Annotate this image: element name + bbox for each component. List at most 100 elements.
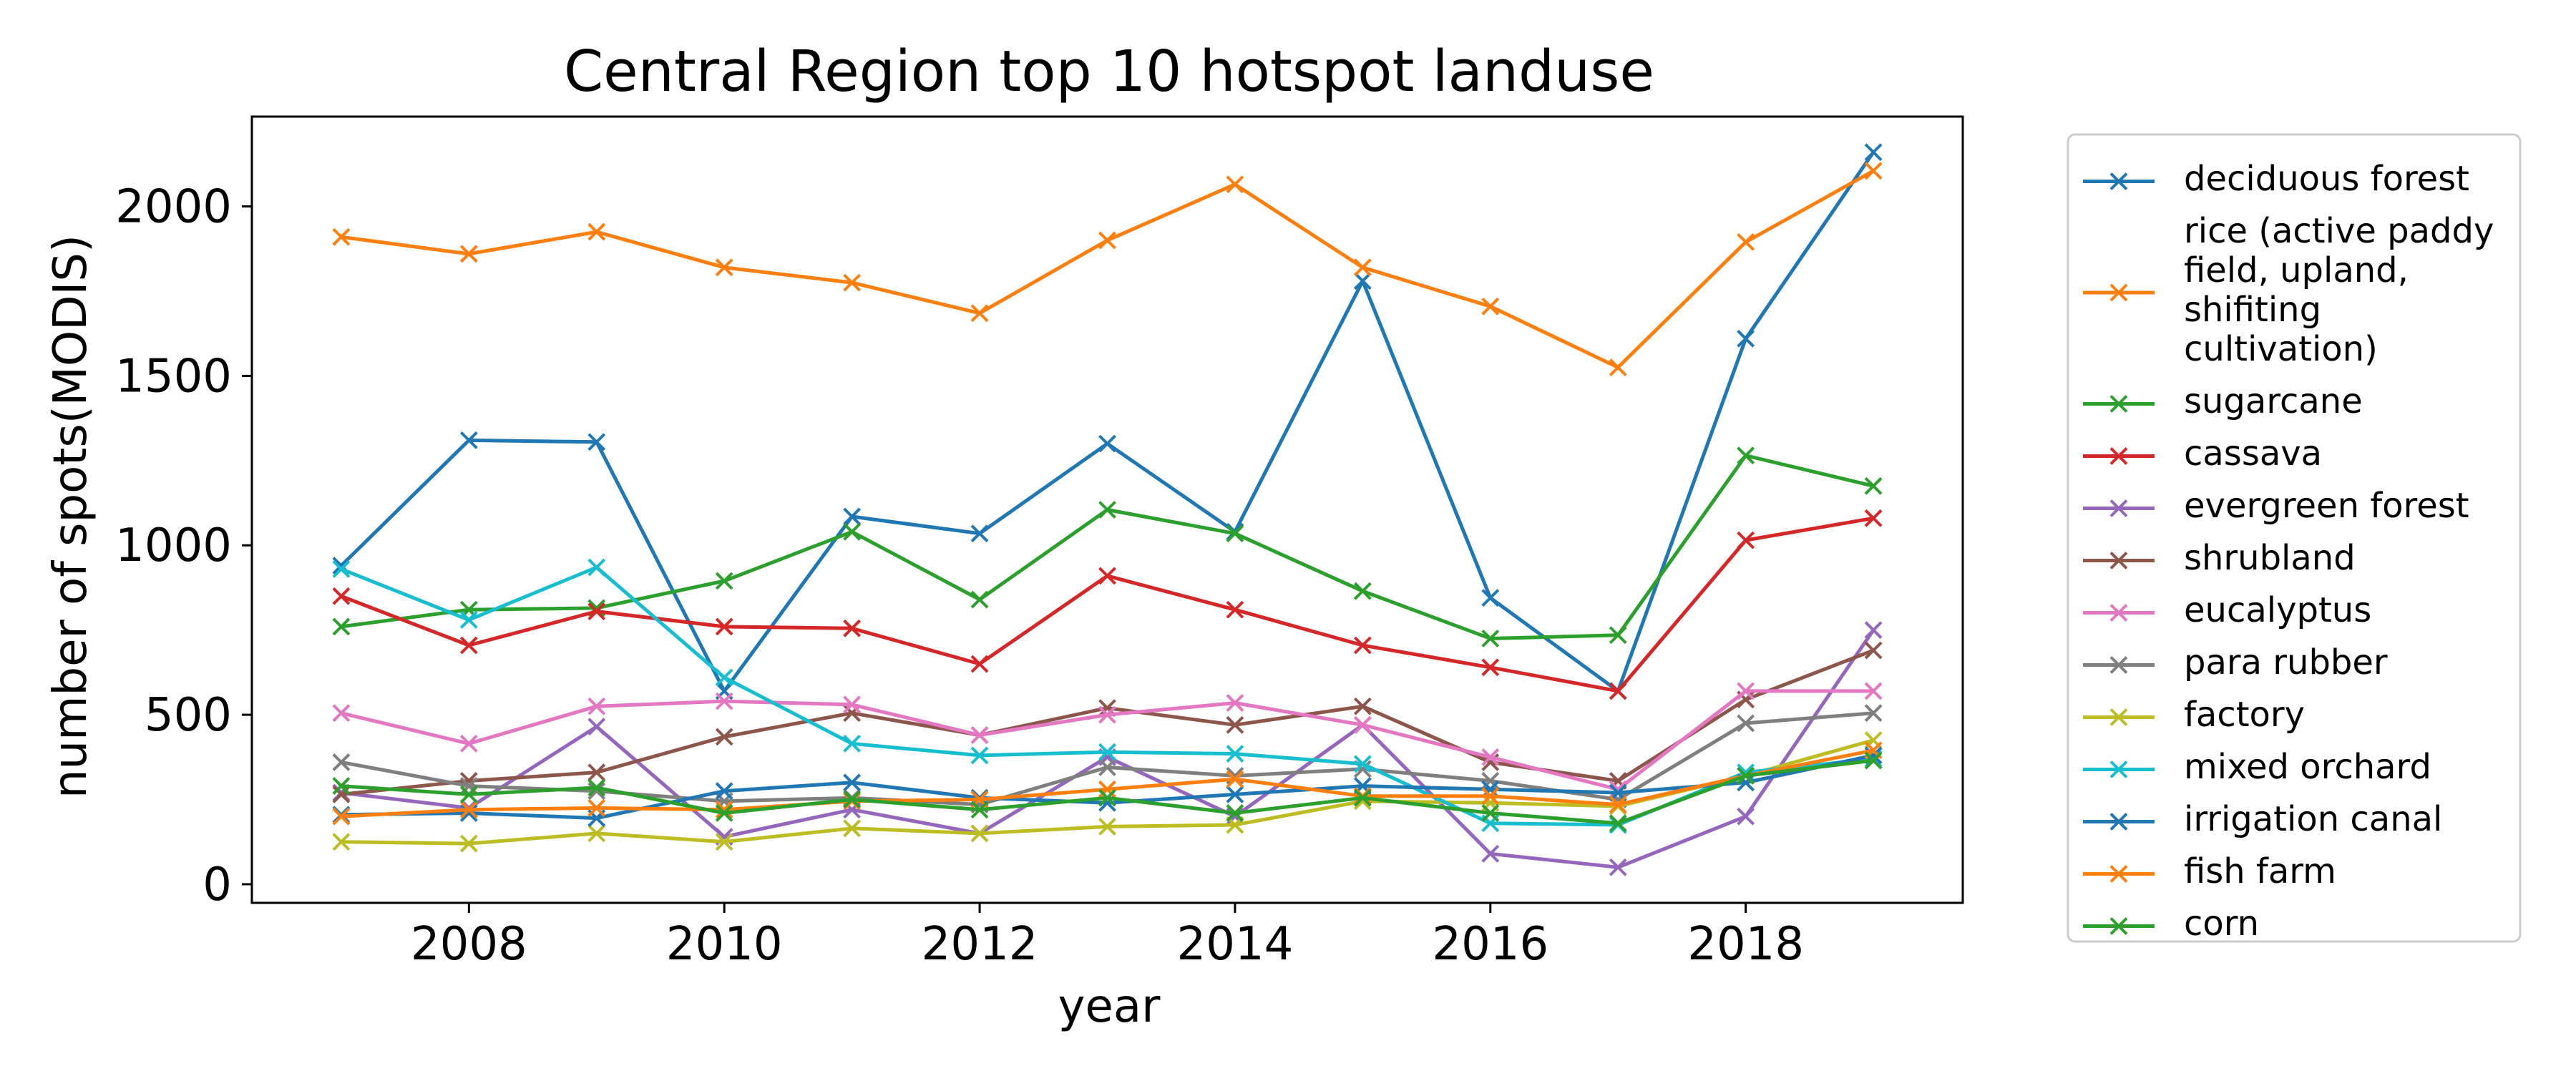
data-point-marker: [715, 692, 733, 710]
data-point-marker: [970, 824, 989, 843]
series-3: [332, 509, 1883, 700]
data-point-marker: [1481, 787, 1500, 806]
legend-label: para rubber: [2184, 642, 2388, 683]
x-tick-label: 2008: [411, 918, 527, 971]
data-point-marker: [332, 587, 351, 605]
legend-entry-0: deciduous forest: [2083, 159, 2469, 199]
data-point-marker: [715, 728, 733, 746]
data-point-marker: [332, 704, 351, 723]
legend-label-line: corn: [2184, 904, 2259, 944]
data-point-marker: [715, 801, 733, 819]
legend-swatch-marker: [2109, 917, 2128, 935]
data-point-marker: [1864, 641, 1883, 660]
data-point-marker: [1609, 626, 1627, 645]
axes-frame: [250, 115, 1964, 904]
legend-label: sugarcane: [2184, 381, 2363, 421]
data-point-marker: [587, 558, 606, 577]
data-point-marker: [332, 753, 351, 771]
legend-box: [2067, 133, 2522, 943]
series-2: [332, 446, 1883, 647]
data-point-marker: [1864, 682, 1883, 700]
data-point-marker: [332, 617, 351, 636]
data-point-marker: [843, 819, 862, 838]
plot-area: [332, 143, 1883, 876]
data-point-marker: [843, 695, 862, 714]
legend-label-line: field, upland,: [2184, 250, 2409, 290]
data-point-marker: [715, 804, 733, 822]
legend-label: mixed orchard: [2184, 747, 2431, 787]
data-point-marker: [459, 431, 478, 449]
data-point-marker: [587, 222, 606, 241]
legend-entry-9: mixed orchard: [2083, 747, 2431, 787]
legend-swatch-marker: [2109, 395, 2128, 413]
data-point-marker: [587, 782, 606, 801]
y-tick-label: 1500: [115, 350, 232, 403]
series-line: [339, 628, 1875, 869]
data-point-marker: [1226, 694, 1244, 712]
legend-label-line: cassava: [2184, 434, 2322, 474]
legend-label-line: irrigation canal: [2184, 799, 2442, 839]
legend-label-line: sugarcane: [2184, 381, 2363, 421]
data-point-marker: [843, 791, 862, 808]
data-point-marker: [1353, 636, 1372, 655]
legend-label: eucalyptus: [2184, 590, 2371, 630]
data-point-marker: [1226, 770, 1244, 788]
chart-title: Central Region top 10 hotspot landuse: [564, 39, 1654, 104]
data-point-marker: [587, 798, 606, 817]
series-line: [339, 648, 1875, 796]
data-point-marker: [332, 228, 351, 246]
y-tick-label: 1000: [115, 519, 232, 572]
data-point-marker: [843, 773, 862, 792]
axes: 2008 2010 2012 2014 2016 2018 0 500 1000 1500 2000: [115, 115, 1964, 971]
data-point-marker: [1737, 682, 1755, 700]
data-point-marker: [970, 726, 989, 744]
data-point-marker: [1864, 476, 1883, 495]
data-point-marker: [332, 807, 351, 826]
data-point-marker: [1481, 297, 1500, 316]
legend-label-line: para rubber: [2184, 642, 2388, 683]
data-point-marker: [843, 734, 862, 753]
legend-label-line: evergreen forest: [2184, 486, 2469, 526]
data-point-marker: [1481, 748, 1500, 766]
x-tick-label: 2016: [1432, 918, 1548, 971]
data-point-marker: [1353, 582, 1372, 600]
legend-label: fish farm: [2184, 851, 2336, 891]
data-point-marker: [587, 602, 606, 621]
x-tick-label: 2018: [1687, 918, 1804, 971]
legend-swatch-marker: [2109, 656, 2128, 674]
y-axis-label: number of spots(MODIS): [44, 235, 97, 798]
legend-entry-4: evergreen forest: [2083, 486, 2469, 526]
legend-label-line: cultivation): [2184, 329, 2378, 369]
data-point-marker: [1609, 796, 1627, 814]
legend-swatch-marker: [2109, 447, 2128, 465]
legend-entry-7: para rubber: [2083, 642, 2388, 683]
series-1: [332, 162, 1883, 376]
legend-entry-3: cassava: [2083, 434, 2322, 474]
data-point-marker: [1098, 567, 1116, 585]
data-point-marker: [715, 782, 733, 801]
y-tick-label: 0: [203, 859, 232, 911]
legend-label-line: mixed orchard: [2184, 747, 2431, 787]
data-point-marker: [587, 433, 606, 451]
legend-entry-10: irrigation canal: [2083, 799, 2442, 839]
legend-swatch-marker: [2109, 813, 2128, 831]
data-point-marker: [715, 668, 733, 687]
data-point-marker: [1481, 658, 1500, 677]
data-point-marker: [459, 636, 478, 655]
legend-label-line: deciduous forest: [2184, 159, 2469, 199]
data-point-marker: [843, 273, 862, 292]
data-point-marker: [1481, 630, 1500, 647]
data-point-marker: [1098, 231, 1116, 250]
legend-label: evergreen forest: [2184, 486, 2469, 526]
data-point-marker: [459, 785, 478, 803]
data-point-marker: [1098, 818, 1116, 836]
series-5: [332, 641, 1883, 803]
legend-swatch-marker: [2109, 865, 2128, 883]
data-point-marker: [715, 572, 733, 590]
legend-entry-12: corn: [2083, 904, 2259, 944]
data-point-marker: [1864, 162, 1883, 180]
data-point-marker: [587, 718, 606, 736]
data-point-marker: [1353, 755, 1372, 773]
data-point-marker: [970, 801, 989, 819]
data-point-marker: [459, 734, 478, 753]
